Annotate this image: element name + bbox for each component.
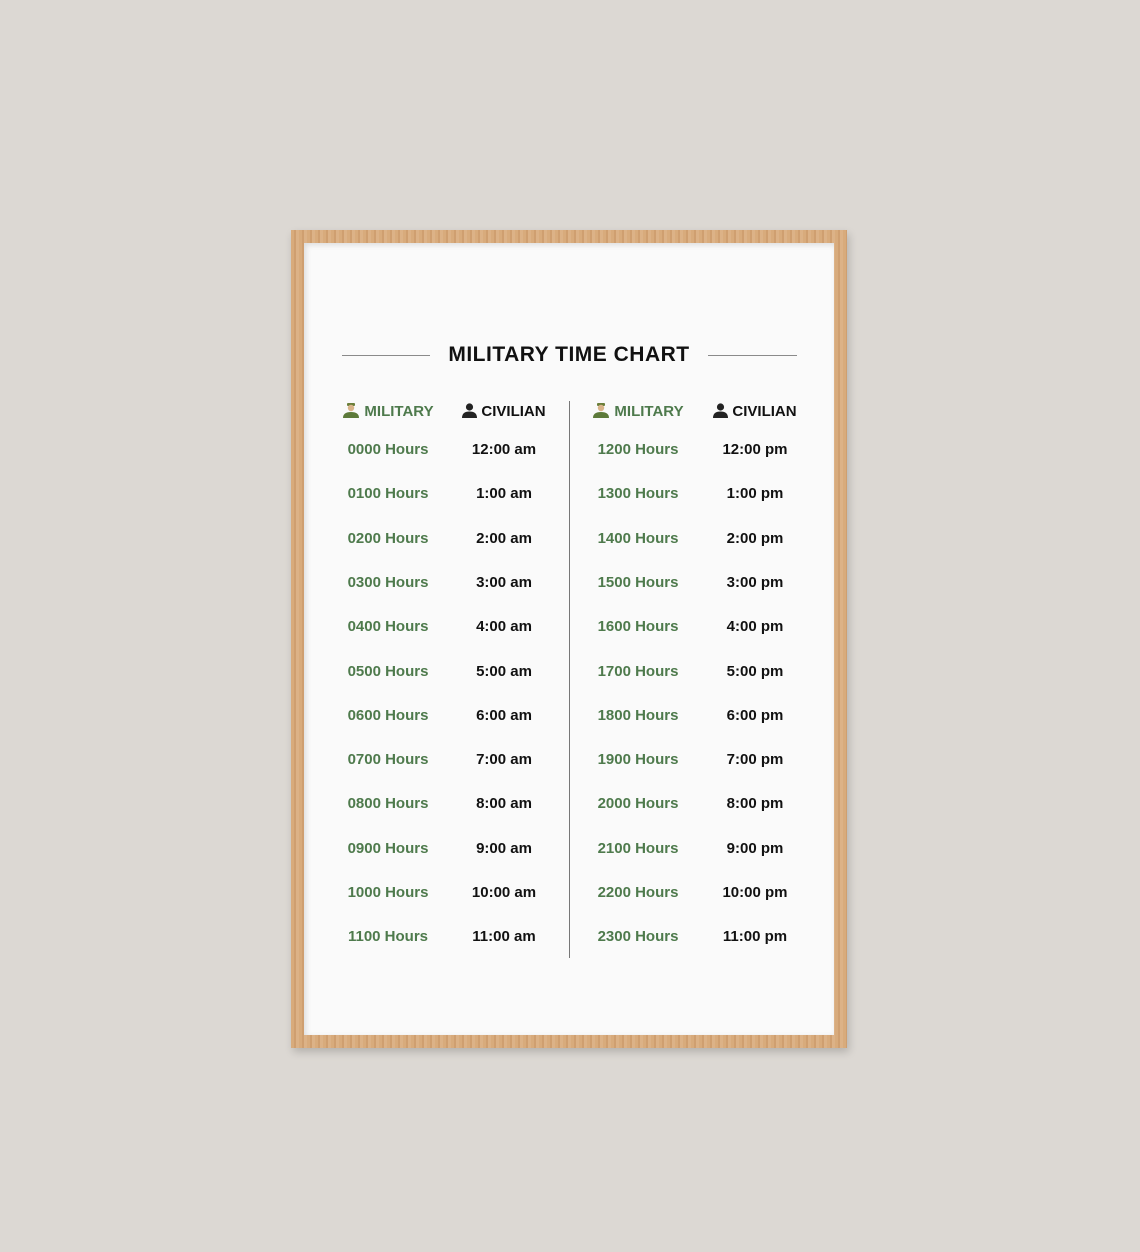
header-civilian-label: CIVILIAN (732, 403, 797, 420)
civilian-time-cell: 4:00 pm (726, 618, 784, 636)
header-military-label: MILITARY (614, 403, 684, 420)
military-time-cell: 1300 Hours (597, 485, 679, 503)
header-civilian-label: CIVILIAN (481, 403, 546, 420)
civilian-time-cell: 12:00 am (471, 441, 537, 458)
civilian-time-cell: 7:00 am (476, 751, 532, 769)
civilian-time-cell: 7:00 pm (726, 751, 784, 769)
military-time-cell: 0800 Hours (347, 795, 429, 813)
military-time-cell: 0100 Hours (347, 485, 429, 503)
civilian-time-cell: 1:00 pm (726, 485, 784, 503)
right-header-civilian: CIVILIAN (690, 403, 820, 420)
civilian-time-cell: 8:00 pm (726, 795, 784, 813)
military-time-cell: 1500 Hours (597, 573, 679, 591)
military-time-cell: 0900 Hours (347, 839, 429, 857)
civilian-time-cell: 1:00 am (476, 485, 532, 503)
person-icon (713, 403, 729, 418)
military-time-cell: 1200 Hours (597, 441, 679, 458)
civilian-time-cell: 5:00 pm (726, 662, 784, 680)
civilian-time-cell: 8:00 am (476, 795, 532, 813)
soldier-icon (343, 403, 360, 418)
header-military-label: MILITARY (364, 403, 434, 420)
title-rule-left (342, 355, 430, 356)
poster: MILITARY TIME CHART MILITARY CIVILIAN 0000… (304, 243, 834, 1035)
civilian-time-cell: 5:00 am (476, 662, 532, 680)
civilian-time-cell: 6:00 am (476, 706, 532, 724)
civilian-time-cell: 10:00 pm (722, 884, 788, 901)
military-time-cell: 0700 Hours (347, 751, 429, 769)
military-time-cell: 1100 Hours (347, 928, 429, 946)
soldier-icon (593, 403, 610, 418)
military-time-cell: 0300 Hours (347, 573, 429, 591)
civilian-time-cell: 9:00 pm (726, 839, 784, 857)
civilian-time-cell: 12:00 pm (722, 441, 788, 458)
military-time-cell: 2100 Hours (597, 839, 679, 857)
left-header-civilian: CIVILIAN (439, 403, 569, 420)
civilian-time-cell: 4:00 am (476, 618, 532, 636)
military-time-cell: 1700 Hours (597, 662, 679, 680)
military-time-cell: 0000 Hours (347, 441, 429, 458)
military-time-cell: 2000 Hours (597, 795, 679, 813)
right-header-military: MILITARY (573, 403, 703, 420)
military-time-cell: 1900 Hours (597, 751, 679, 769)
civilian-time-cell: 6:00 pm (726, 706, 784, 724)
civilian-time-cell: 3:00 am (476, 573, 532, 591)
poster-title: MILITARY TIME CHART (448, 343, 690, 366)
title-rule-right (708, 355, 797, 356)
left-header-military: MILITARY (323, 403, 453, 420)
civilian-time-cell: 10:00 am (471, 884, 537, 901)
person-icon (462, 403, 478, 418)
column-divider (569, 401, 570, 958)
civilian-time-cell: 11:00 pm (722, 928, 788, 946)
civilian-time-cell: 2:00 pm (726, 529, 784, 547)
military-time-cell: 1400 Hours (597, 529, 679, 547)
military-time-cell: 0600 Hours (347, 706, 429, 724)
military-time-cell: 0200 Hours (347, 529, 429, 547)
military-time-cell: 2300 Hours (597, 928, 679, 946)
civilian-time-cell: 2:00 am (476, 529, 532, 547)
military-time-cell: 1600 Hours (597, 618, 679, 636)
military-time-cell: 1000 Hours (347, 884, 429, 901)
military-time-cell: 0500 Hours (347, 662, 429, 680)
military-time-cell: 1800 Hours (597, 706, 679, 724)
military-time-cell: 2200 Hours (597, 884, 679, 901)
civilian-time-cell: 3:00 pm (726, 573, 784, 591)
military-time-cell: 0400 Hours (347, 618, 429, 636)
picture-frame: MILITARY TIME CHART MILITARY CIVILIAN 0000… (291, 230, 847, 1048)
civilian-time-cell: 9:00 am (476, 839, 532, 857)
civilian-time-cell: 11:00 am (472, 928, 536, 946)
